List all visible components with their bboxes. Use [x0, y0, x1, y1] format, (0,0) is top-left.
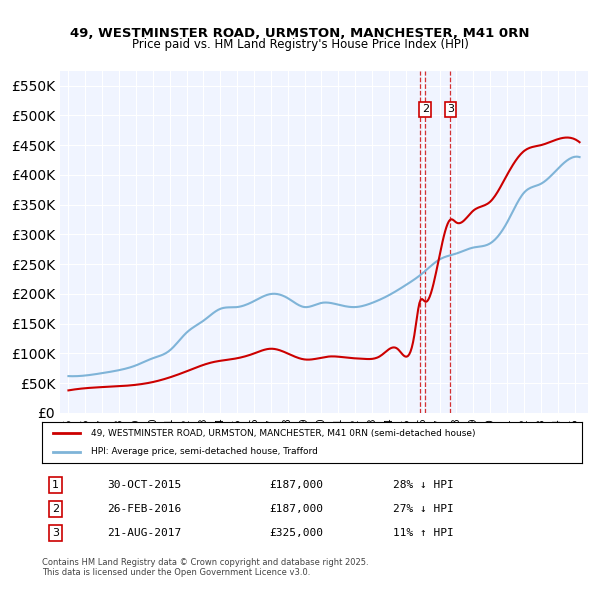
- Text: Price paid vs. HM Land Registry's House Price Index (HPI): Price paid vs. HM Land Registry's House …: [131, 38, 469, 51]
- Text: 1: 1: [52, 480, 59, 490]
- Text: Contains HM Land Registry data © Crown copyright and database right 2025.
This d: Contains HM Land Registry data © Crown c…: [42, 558, 368, 577]
- Text: 3: 3: [447, 104, 454, 114]
- Text: £187,000: £187,000: [269, 504, 323, 514]
- Text: 49, WESTMINSTER ROAD, URMSTON, MANCHESTER, M41 0RN (semi-detached house): 49, WESTMINSTER ROAD, URMSTON, MANCHESTE…: [91, 429, 475, 438]
- Text: 2: 2: [52, 504, 59, 514]
- Text: 28% ↓ HPI: 28% ↓ HPI: [393, 480, 454, 490]
- Text: 30-OCT-2015: 30-OCT-2015: [107, 480, 181, 490]
- Text: £187,000: £187,000: [269, 480, 323, 490]
- Text: £325,000: £325,000: [269, 528, 323, 538]
- Text: 21-AUG-2017: 21-AUG-2017: [107, 528, 181, 538]
- Text: 26-FEB-2016: 26-FEB-2016: [107, 504, 181, 514]
- Text: 11% ↑ HPI: 11% ↑ HPI: [393, 528, 454, 538]
- Text: 2: 2: [422, 104, 429, 114]
- Text: HPI: Average price, semi-detached house, Trafford: HPI: Average price, semi-detached house,…: [91, 447, 317, 456]
- Text: 3: 3: [52, 528, 59, 538]
- Text: 49, WESTMINSTER ROAD, URMSTON, MANCHESTER, M41 0RN: 49, WESTMINSTER ROAD, URMSTON, MANCHESTE…: [70, 27, 530, 40]
- Text: 27% ↓ HPI: 27% ↓ HPI: [393, 504, 454, 514]
